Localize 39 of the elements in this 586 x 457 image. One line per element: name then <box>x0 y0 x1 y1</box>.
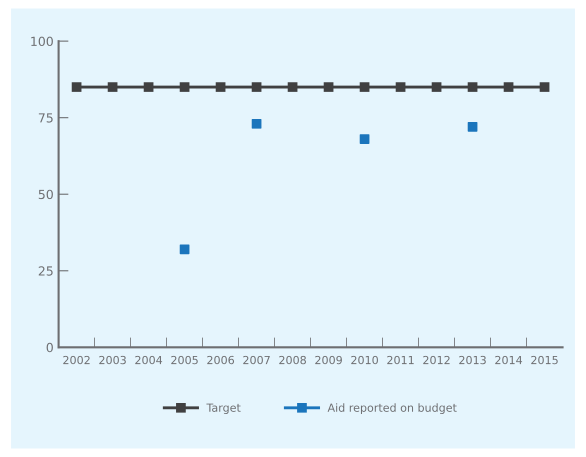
x-tick-label: 2012 <box>423 356 450 364</box>
point <box>504 82 514 92</box>
x-tick-label: 2011 <box>387 356 414 364</box>
point <box>252 118 262 129</box>
y-tick-label: 50 <box>38 190 53 200</box>
x-tick-label: 2006 <box>207 356 234 364</box>
point <box>396 82 406 92</box>
x-tick-label: 2005 <box>171 356 198 364</box>
point <box>468 122 478 132</box>
x-tick-label: 2013 <box>459 356 486 364</box>
x-tick-label: 2014 <box>495 356 522 364</box>
point <box>108 82 118 92</box>
x-tick-label: 2010 <box>351 356 378 364</box>
point <box>288 82 298 92</box>
legend-label: Aid reported on budget <box>328 403 457 414</box>
x-tick-label: 2008 <box>279 356 306 364</box>
point <box>432 82 442 92</box>
y-tick-label: 25 <box>38 266 53 276</box>
point <box>324 82 334 92</box>
x-tick-label: 2007 <box>243 356 270 364</box>
y-tick-label: 100 <box>31 36 53 46</box>
point <box>468 82 478 92</box>
point <box>252 82 262 92</box>
y-tick-label: 0 <box>46 342 53 352</box>
x-tick-label: 2009 <box>315 356 342 364</box>
x-tick-label: 2004 <box>135 356 162 364</box>
x-tick-label: 2003 <box>99 356 126 364</box>
point <box>72 82 82 92</box>
x-tick-label: 2015 <box>531 356 558 364</box>
point <box>360 134 370 144</box>
x-tick-label: 2002 <box>63 356 90 364</box>
point <box>216 82 226 92</box>
point <box>360 82 370 92</box>
point <box>180 82 190 92</box>
point <box>180 244 190 254</box>
point <box>144 82 154 92</box>
point <box>540 82 550 92</box>
y-tick-label: 75 <box>38 113 53 123</box>
legend-label: Target <box>206 404 241 414</box>
